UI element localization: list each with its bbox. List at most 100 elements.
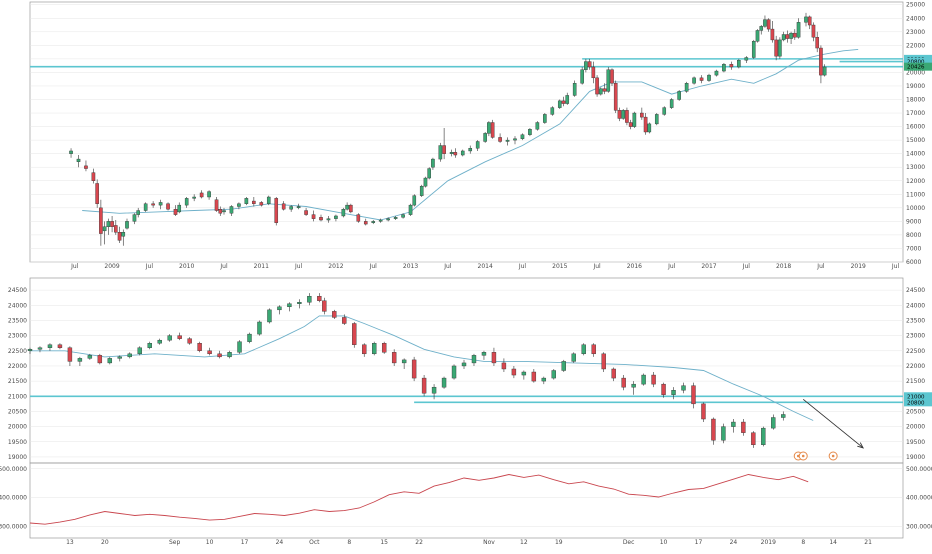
candle-down	[332, 311, 337, 318]
candle-up	[707, 74, 711, 81]
y-tick-label-right: 23000	[906, 333, 925, 340]
candle-up	[143, 203, 148, 211]
x-tick-label: 2017	[701, 263, 716, 270]
price-tag	[904, 57, 932, 66]
candle-up	[244, 198, 249, 204]
candle-up	[401, 214, 405, 218]
candle-up	[505, 139, 510, 142]
x-tick-label: Dec	[623, 539, 635, 546]
candle-down	[498, 137, 502, 142]
candle-down	[511, 368, 517, 376]
candle-up	[266, 196, 271, 204]
candle-up	[731, 421, 736, 427]
y-tick-label-right: 19000	[906, 454, 925, 461]
candle-down	[561, 100, 566, 104]
y-tick-label-right: 300.0000	[906, 523, 932, 530]
candle-down	[807, 16, 812, 26]
y-tick-label-left: 19500	[8, 439, 27, 446]
y-tick-label-right: 24000	[906, 15, 925, 22]
candle-up	[192, 196, 196, 199]
candle-up	[69, 150, 73, 154]
y-tick-label-right: 11000	[906, 191, 925, 198]
price-tag-label: 20800	[907, 400, 925, 406]
candle-down	[602, 88, 607, 92]
candle-up	[584, 61, 588, 70]
candle-up	[621, 110, 625, 119]
x-tick-label: 2010	[179, 263, 194, 270]
candle-down	[785, 34, 790, 39]
candle-down	[362, 344, 367, 355]
candle-up	[684, 83, 689, 92]
x-tick-label: Jul	[518, 263, 527, 270]
candle-up	[132, 214, 137, 222]
y-tick-label-left: 20500	[8, 408, 27, 415]
candle-down	[699, 77, 704, 81]
price-tag	[904, 398, 932, 407]
x-tick-label: Jul	[70, 263, 79, 270]
candle-up	[681, 385, 686, 391]
candle-down	[711, 418, 716, 441]
candle-down	[281, 203, 286, 210]
candle-down	[625, 110, 629, 123]
candle-up	[441, 377, 447, 388]
event-marker-dot	[831, 454, 835, 458]
candle-down	[214, 199, 219, 211]
candle-down	[199, 192, 204, 198]
x-tick-label: Jul	[443, 263, 452, 270]
y-tick-label-right: 24500	[906, 287, 925, 294]
candle-up	[714, 70, 719, 76]
candle-down	[613, 83, 618, 111]
candle-up	[789, 32, 793, 39]
candle-up	[471, 355, 477, 364]
y-tick-label-right: 22000	[906, 42, 925, 49]
candle-down	[217, 353, 222, 358]
y-tick-label-left: 500.0000	[0, 466, 27, 473]
x-tick-label: 10	[206, 539, 214, 546]
candle-down	[453, 152, 458, 156]
candle-down	[99, 207, 103, 234]
candle-up	[632, 112, 637, 127]
x-tick-label: Sep	[169, 539, 181, 546]
candle-down	[595, 77, 599, 95]
candle-down	[218, 208, 223, 214]
y-tick-label-right: 13000	[906, 164, 925, 171]
x-tick-label: 13	[66, 539, 74, 546]
y-tick-label-right: 19000	[906, 83, 925, 90]
y-tick-label-right: 6000	[906, 259, 921, 266]
candle-up	[571, 353, 576, 362]
candle-up	[669, 99, 674, 108]
candle-up	[671, 390, 676, 395]
y-tick-label-right: 22000	[906, 363, 925, 370]
candle-up	[438, 145, 443, 160]
y-tick-label-right: 22500	[906, 348, 925, 355]
candle-up	[751, 41, 756, 58]
candle-down	[531, 371, 537, 382]
x-tick-label: Nov	[483, 539, 495, 546]
candle-up	[77, 358, 83, 362]
x-tick-label: 15	[380, 539, 388, 546]
candle-down	[815, 37, 819, 49]
candle-up	[393, 217, 398, 219]
candle-up	[297, 302, 302, 304]
candle-up	[158, 202, 163, 206]
candle-up	[722, 64, 726, 72]
x-tick-label: Jul	[219, 263, 228, 270]
y-tick-label-right: 21500	[906, 378, 925, 385]
candle-up	[521, 371, 527, 376]
y-tick-label-right: 18000	[906, 97, 925, 104]
candle-up	[27, 349, 33, 351]
candle-down	[197, 343, 202, 351]
candle-up	[551, 370, 556, 379]
candle-up	[102, 226, 107, 232]
candle-down	[490, 122, 495, 138]
candle-up	[541, 377, 547, 382]
candle-down	[381, 343, 387, 353]
x-tick-label: 2019	[761, 539, 776, 546]
candle-up	[378, 219, 383, 222]
candle-up	[461, 362, 467, 367]
y-tick-label-right: 20500	[906, 408, 925, 415]
y-tick-label-left: 300.0000	[0, 523, 27, 530]
candle-up	[778, 39, 782, 57]
candle-up	[520, 134, 525, 139]
